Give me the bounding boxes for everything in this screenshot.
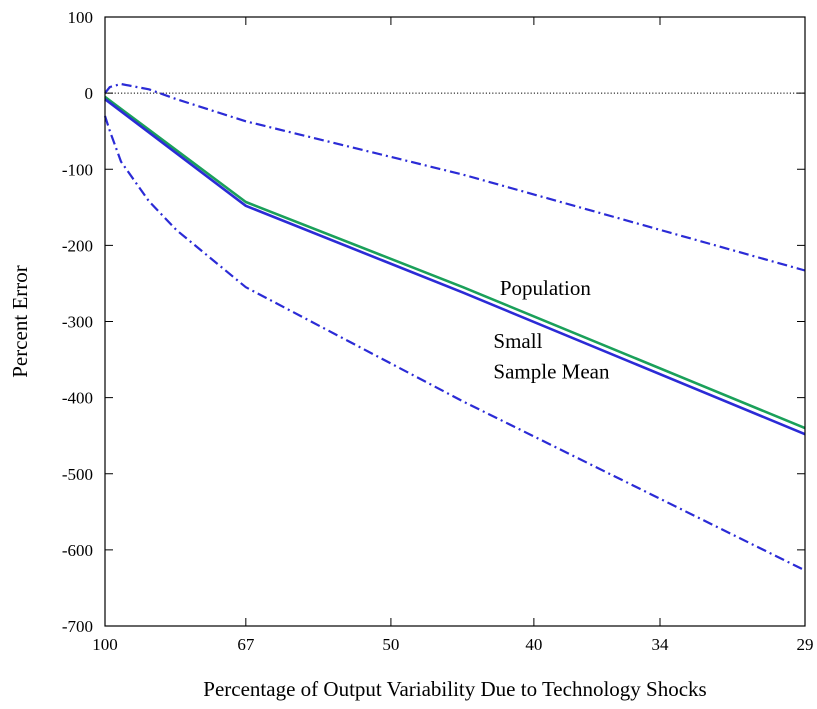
series-line-3	[104, 82, 806, 272]
y-tick-label: -200	[62, 236, 93, 255]
y-tick-label: -300	[62, 313, 93, 332]
series-layer	[103, 82, 806, 572]
y-tick-label: -600	[62, 541, 93, 560]
x-tick-label: 29	[797, 635, 814, 654]
series-line-2	[104, 98, 806, 436]
plot-frame	[104, 16, 806, 627]
y-tick-label: 0	[85, 84, 94, 103]
y-tick-label: -400	[62, 389, 93, 408]
series-line-1	[104, 95, 806, 430]
y-tick-label: 100	[68, 8, 94, 27]
x-tick-label: 40	[525, 635, 542, 654]
annotation-3: Sample Mean	[493, 360, 610, 384]
series-line-4	[103, 115, 806, 572]
annotations-layer: Population Small Sample Mean	[493, 276, 610, 384]
annotation-2: Small	[493, 329, 542, 353]
x-tick-label: 67	[237, 635, 255, 654]
y-axis-title: Percent Error	[8, 265, 32, 378]
x-axis-title: Percentage of Output Variability Due to …	[203, 677, 706, 701]
x-tick-label: 100	[92, 635, 118, 654]
x-tick-label: 50	[382, 635, 399, 654]
y-tick-label: -100	[62, 160, 93, 179]
y-tick-label: -700	[62, 617, 93, 636]
x-tick-label: 34	[652, 635, 670, 654]
annotation-1: Population	[500, 276, 592, 300]
y-tick-label: -500	[62, 465, 93, 484]
